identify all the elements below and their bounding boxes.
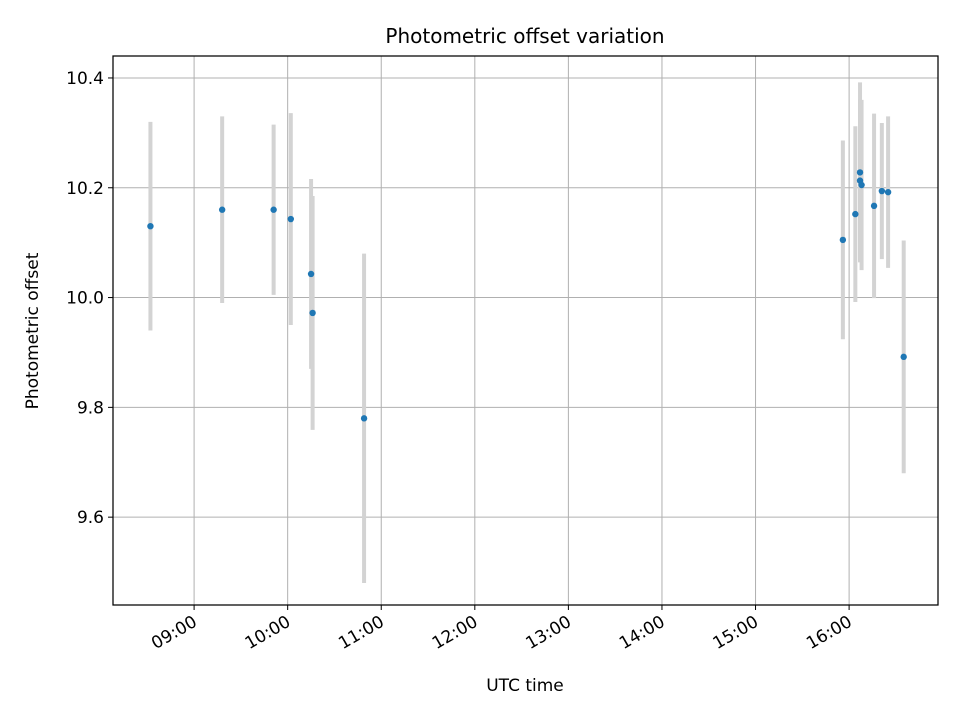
data-point — [307, 270, 315, 278]
y-axis-label: Photometric offset — [23, 252, 43, 409]
y-tick-label: 9.6 — [77, 508, 104, 528]
data-point — [856, 169, 864, 176]
data-point — [287, 215, 294, 223]
data-point — [360, 415, 368, 422]
data-point — [309, 309, 316, 317]
y-tick-label: 10.4 — [66, 69, 104, 89]
y-tick-label: 10.2 — [66, 179, 104, 199]
y-tick-label: 9.8 — [77, 398, 104, 418]
data-point — [878, 187, 886, 195]
data-point — [270, 206, 277, 213]
chart-title: Photometric offset variation — [385, 24, 664, 48]
data-point — [218, 206, 226, 213]
data-point — [900, 353, 907, 361]
grid — [113, 56, 938, 605]
data-point — [839, 236, 847, 244]
data-points — [147, 169, 907, 422]
data-point — [147, 222, 154, 230]
data-point — [870, 202, 878, 210]
data-point — [884, 188, 892, 196]
data-point — [858, 181, 865, 189]
y-axis-ticks: 9.6 9.8 10.0 10.2 10.4 — [66, 69, 113, 528]
plot-area-frame — [112, 55, 939, 606]
x-axis-label: UTC time — [486, 676, 564, 696]
y-tick-label: 10.0 — [66, 289, 104, 309]
data-point — [852, 210, 859, 218]
